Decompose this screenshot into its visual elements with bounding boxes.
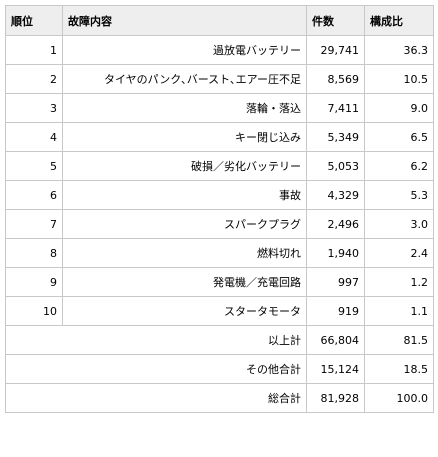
count-cell: 8,569 xyxy=(306,64,365,94)
count-cell: 5,349 xyxy=(306,122,365,152)
rank-cell: 8 xyxy=(5,238,63,268)
ratio-cell: 1.1 xyxy=(364,296,434,326)
ratio-cell: 3.0 xyxy=(364,209,434,239)
table-row: 4 キー閉じ込み 5,349 6.5 xyxy=(5,122,434,152)
cause-cell: スタータモータ xyxy=(62,296,307,326)
others-total-count: 15,124 xyxy=(306,354,365,384)
rank-cell: 5 xyxy=(5,151,63,181)
cause-cell: 破損／劣化バッテリー xyxy=(62,151,307,181)
others-total-ratio: 18.5 xyxy=(364,354,434,384)
table-row: 1 過放電バッテリー 29,741 36.3 xyxy=(5,35,434,65)
rank-cell: 9 xyxy=(5,267,63,297)
others-total-label: その他合計 xyxy=(5,354,307,384)
count-cell: 997 xyxy=(306,267,365,297)
subtotal-ratio: 81.5 xyxy=(364,325,434,355)
ratio-cell: 9.0 xyxy=(364,93,434,123)
cause-cell: 発電機／充電回路 xyxy=(62,267,307,297)
table-row: 5 破損／劣化バッテリー 5,053 6.2 xyxy=(5,151,434,181)
subtotal-row: 以上計 66,804 81.5 xyxy=(5,325,434,355)
count-cell: 4,329 xyxy=(306,180,365,210)
count-cell: 1,940 xyxy=(306,238,365,268)
header-ratio: 構成比 xyxy=(364,5,434,36)
table-row: 7 スパークプラグ 2,496 3.0 xyxy=(5,209,434,239)
grand-total-label: 総合計 xyxy=(5,383,307,413)
count-cell: 919 xyxy=(306,296,365,326)
rank-cell: 10 xyxy=(5,296,63,326)
rank-cell: 2 xyxy=(5,64,63,94)
ratio-cell: 1.2 xyxy=(364,267,434,297)
table-row: 2 タイヤのパンク､バースト､エアー圧不足 8,569 10.5 xyxy=(5,64,434,94)
ranking-table-container: 順位 故障内容 件数 構成比 1 過放電バッテリー 29,741 36.3 2 … xyxy=(5,5,434,413)
subtotal-count: 66,804 xyxy=(306,325,365,355)
ratio-cell: 6.2 xyxy=(364,151,434,181)
table-row: 3 落輪・落込 7,411 9.0 xyxy=(5,93,434,123)
grand-total-count: 81,928 xyxy=(306,383,365,413)
breakdown-ranking-table: 順位 故障内容 件数 構成比 1 過放電バッテリー 29,741 36.3 2 … xyxy=(5,5,434,413)
subtotal-label: 以上計 xyxy=(5,325,307,355)
rank-cell: 4 xyxy=(5,122,63,152)
ratio-cell: 2.4 xyxy=(364,238,434,268)
rank-cell: 7 xyxy=(5,209,63,239)
ratio-cell: 6.5 xyxy=(364,122,434,152)
rank-cell: 1 xyxy=(5,35,63,65)
table-row: 6 事故 4,329 5.3 xyxy=(5,180,434,210)
count-cell: 5,053 xyxy=(306,151,365,181)
others-total-row: その他合計 15,124 18.5 xyxy=(5,354,434,384)
rank-cell: 6 xyxy=(5,180,63,210)
grand-total-row: 総合計 81,928 100.0 xyxy=(5,383,434,413)
cause-cell: 事故 xyxy=(62,180,307,210)
table-row: 8 燃料切れ 1,940 2.4 xyxy=(5,238,434,268)
header-row: 順位 故障内容 件数 構成比 xyxy=(5,5,434,36)
cause-cell: 過放電バッテリー xyxy=(62,35,307,65)
header-count: 件数 xyxy=(306,5,365,36)
rank-cell: 3 xyxy=(5,93,63,123)
cause-cell: 燃料切れ xyxy=(62,238,307,268)
count-cell: 29,741 xyxy=(306,35,365,65)
table-row: 10 スタータモータ 919 1.1 xyxy=(5,296,434,326)
header-cause: 故障内容 xyxy=(62,5,307,36)
cause-cell: キー閉じ込み xyxy=(62,122,307,152)
grand-total-ratio: 100.0 xyxy=(364,383,434,413)
cause-cell: 落輪・落込 xyxy=(62,93,307,123)
header-rank: 順位 xyxy=(5,5,63,36)
cause-cell: スパークプラグ xyxy=(62,209,307,239)
table-row: 9 発電機／充電回路 997 1.2 xyxy=(5,267,434,297)
ratio-cell: 10.5 xyxy=(364,64,434,94)
ratio-cell: 36.3 xyxy=(364,35,434,65)
count-cell: 2,496 xyxy=(306,209,365,239)
cause-cell: タイヤのパンク､バースト､エアー圧不足 xyxy=(62,64,307,94)
count-cell: 7,411 xyxy=(306,93,365,123)
ratio-cell: 5.3 xyxy=(364,180,434,210)
